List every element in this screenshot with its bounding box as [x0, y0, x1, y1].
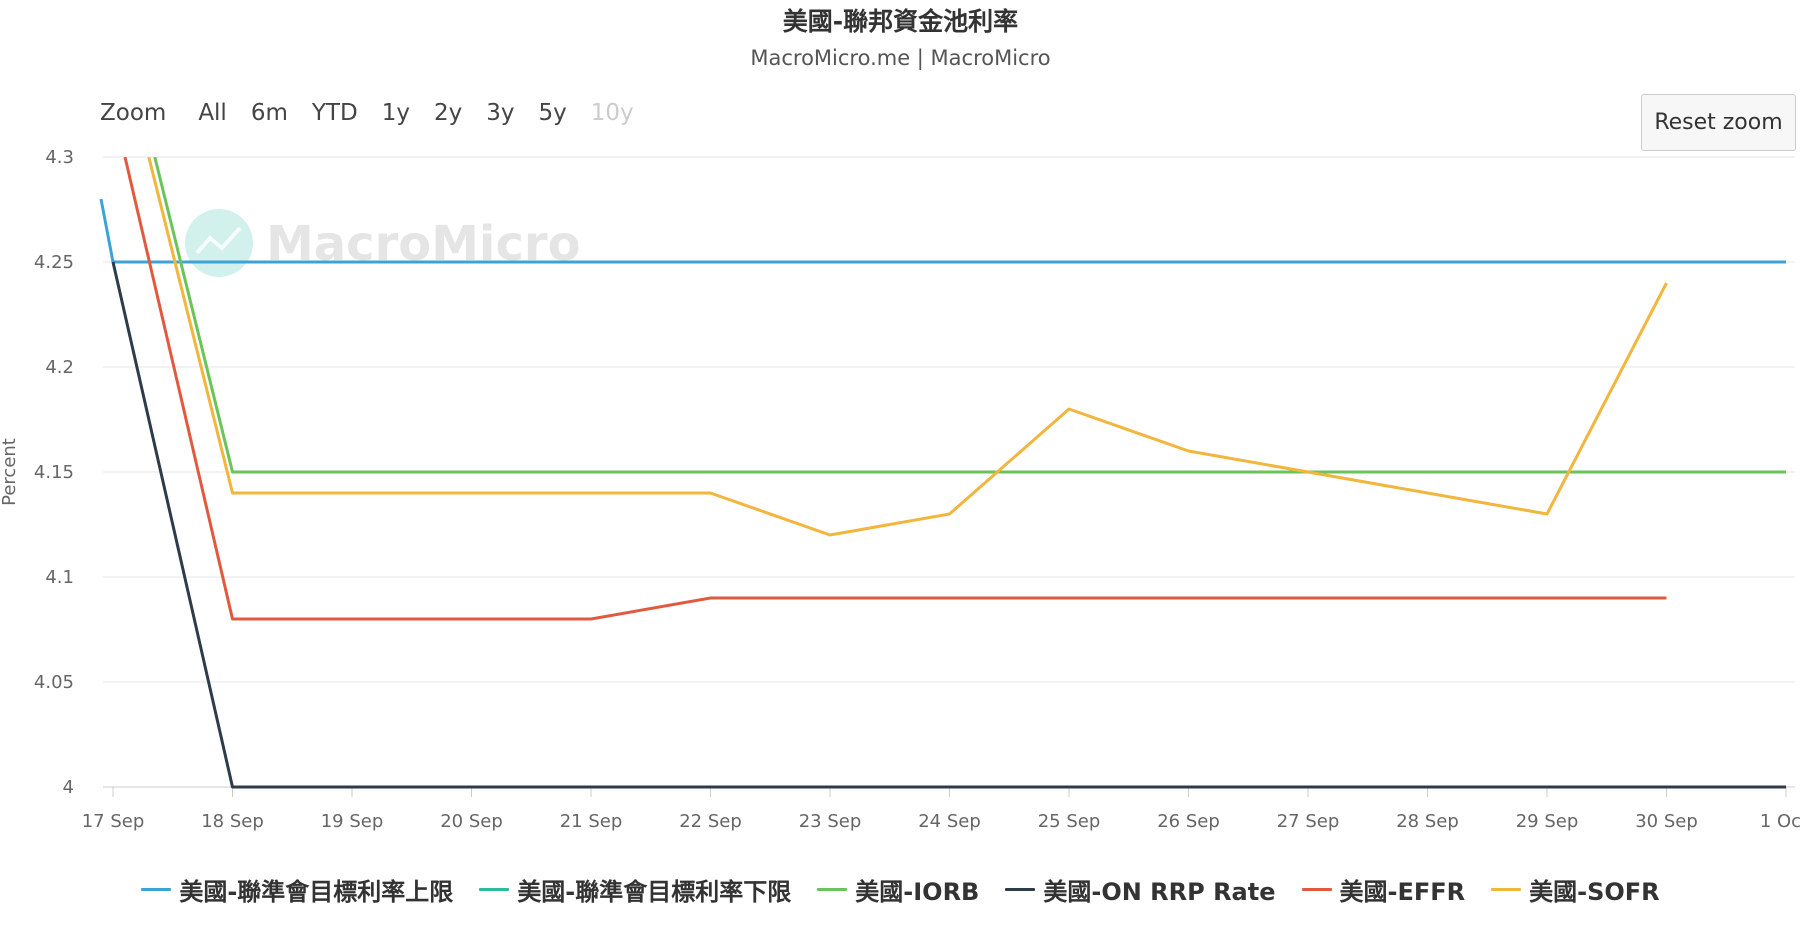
y-tick-label: 4.1 — [45, 567, 74, 588]
range-selector: Zoom All 6m YTD 1y 2y 3y 5y 10y — [100, 100, 646, 126]
x-tick-label: 22 Sep — [679, 811, 742, 832]
legend-swatch — [1005, 888, 1036, 891]
legend-swatch — [1491, 888, 1522, 891]
series-line-2[interactable] — [153, 157, 1786, 474]
x-tick-label: 21 Sep — [560, 811, 623, 832]
x-tick-label: 17 Sep — [82, 811, 145, 832]
legend-item[interactable]: 美國-聯準會目標利率上限 — [141, 872, 453, 907]
y-tick-label: 4 — [63, 777, 74, 798]
x-tick-label: 1 Oct — [1760, 811, 1801, 832]
y-axis-label: Percent — [0, 438, 20, 506]
y-tick-label: 4.3 — [45, 147, 74, 168]
zoom-label: Zoom — [100, 100, 167, 126]
y-axis: 4.3 4.25 4.2 4.15 4.1 4.05 4 — [34, 147, 74, 798]
x-tick-label: 18 Sep — [201, 811, 264, 832]
chart-subtitle: MacroMicro.me | MacroMicro — [750, 46, 1051, 70]
series-line-4[interactable] — [123, 157, 1667, 621]
x-tick-label: 27 Sep — [1277, 811, 1340, 832]
legend-swatch — [141, 888, 172, 891]
range-button-1y[interactable]: 1y — [381, 100, 410, 126]
chart-plot-area: MacroMicro 4.3 4.25 4.2 4.15 4.1 4.05 4 17 Sep… — [0, 147, 1801, 832]
watermark: MacroMicro — [185, 209, 581, 277]
range-button-2y[interactable]: 2y — [433, 100, 463, 126]
x-tick-label: 26 Sep — [1157, 811, 1220, 832]
range-button-ytd[interactable]: YTD — [311, 100, 358, 126]
x-tick-label: 23 Sep — [799, 811, 862, 832]
legend-item[interactable]: 美國-IORB — [817, 872, 979, 907]
x-tick-label: 30 Sep — [1635, 811, 1698, 832]
legend-swatch — [1301, 888, 1332, 891]
y-tick-label: 4.2 — [45, 357, 74, 378]
y-tick-label: 4.05 — [34, 672, 74, 693]
x-tick-label: 29 Sep — [1516, 811, 1579, 832]
x-tick-label: 19 Sep — [321, 811, 384, 832]
range-button-all[interactable]: All — [198, 100, 227, 126]
range-button-3y[interactable]: 3y — [486, 100, 515, 126]
series-line-5[interactable] — [147, 157, 1668, 537]
legend-item[interactable]: 美國-SOFR — [1491, 872, 1660, 907]
legend: 美國-聯準會目標利率上限 美國-聯準會目標利率下限 美國-IORB 美國-ON RRP… — [0, 872, 1801, 907]
legend-label: 美國-聯準會目標利率上限 — [179, 878, 454, 906]
watermark-logo-line — [195, 226, 242, 255]
legend-label: 美國-聯準會目標利率下限 — [517, 878, 792, 906]
legend-label: 美國-IORB — [855, 878, 980, 906]
legend-swatch — [479, 888, 510, 891]
range-button-5y[interactable]: 5y — [538, 100, 567, 126]
series-lines — [99, 157, 1786, 789]
legend-label: 美國-EFFR — [1339, 878, 1466, 906]
x-axis: 17 Sep 18 Sep 19 Sep 20 Sep 21 Sep 22 Sep 23 S… — [82, 787, 1801, 832]
y-tick-label: 4.25 — [34, 252, 74, 273]
reset-zoom-button[interactable]: Reset zoom — [1641, 94, 1796, 151]
x-tick-label: 24 Sep — [918, 811, 981, 832]
x-tick-label: 25 Sep — [1038, 811, 1101, 832]
legend-swatch — [817, 888, 848, 891]
y-tick-label: 4.15 — [34, 462, 74, 483]
legend-item[interactable]: 美國-ON RRP Rate — [1005, 872, 1276, 907]
x-tick-label: 28 Sep — [1396, 811, 1459, 832]
legend-item[interactable]: 美國-EFFR — [1301, 872, 1466, 907]
range-button-6m[interactable]: 6m — [250, 100, 288, 126]
watermark-text: MacroMicro — [266, 216, 581, 272]
legend-label: 美國-ON RRP Rate — [1043, 878, 1276, 906]
series-line-3[interactable] — [111, 261, 1786, 789]
range-button-10y: 10y — [590, 100, 634, 126]
legend-label: 美國-SOFR — [1529, 878, 1660, 906]
chart-title: 美國-聯邦資金池利率 — [782, 7, 1019, 36]
legend-item[interactable]: 美國-聯準會目標利率下限 — [479, 872, 791, 907]
x-tick-label: 20 Sep — [440, 811, 503, 832]
